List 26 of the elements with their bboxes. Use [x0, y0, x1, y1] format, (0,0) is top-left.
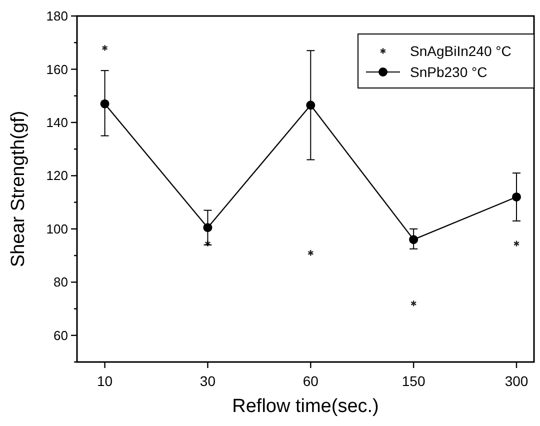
legend-label: SnPb230 °C [410, 64, 488, 80]
point [100, 99, 110, 108]
x-axis-title: Reflow time(sec.) [232, 396, 379, 417]
y-tick-label: 120 [46, 168, 68, 184]
point [204, 240, 211, 247]
y-tick-label: 80 [54, 274, 68, 290]
point [513, 240, 520, 247]
x-tick-label: 300 [504, 373, 528, 389]
point [306, 100, 316, 110]
point [410, 300, 417, 307]
y-tick-label: 100 [46, 221, 68, 236]
y-tick-label: 140 [46, 115, 68, 130]
y-axis-title: Shear Strength(gf) [8, 110, 29, 268]
x-tick-label: 60 [302, 373, 319, 389]
y-tick-label: 160 [46, 62, 68, 77]
point [409, 235, 418, 244]
point [203, 223, 212, 232]
point [308, 249, 314, 256]
x-tick-label: 30 [200, 373, 216, 389]
y-tick-label: 180 [46, 8, 68, 24]
point [512, 192, 521, 202]
x-tick-label: 150 [402, 373, 426, 389]
y-tick-label: 60 [54, 328, 68, 343]
point [102, 44, 108, 52]
x-tick-label: 10 [97, 373, 113, 389]
legend-label: SnAgBiIn240 °C [410, 42, 512, 59]
